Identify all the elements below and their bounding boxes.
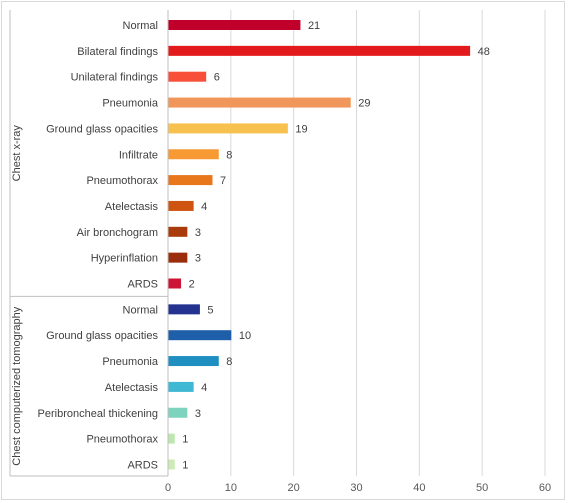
category-label: ARDS xyxy=(127,279,158,291)
group-label: Chest computerized tomography xyxy=(11,306,23,465)
category-label: Pneumonia xyxy=(102,356,159,368)
x-tick-label: 60 xyxy=(539,482,551,494)
category-label: Ground glass opacities xyxy=(46,330,158,342)
data-label: 3 xyxy=(195,253,201,265)
data-label: 8 xyxy=(226,149,232,161)
data-label: 10 xyxy=(239,330,251,342)
category-label: Hyperinflation xyxy=(91,253,158,265)
bar xyxy=(168,381,194,392)
bar xyxy=(168,356,219,367)
bar xyxy=(168,123,288,134)
bar xyxy=(168,330,232,341)
data-label: 5 xyxy=(207,304,213,316)
data-label: 29 xyxy=(358,98,370,110)
bar xyxy=(168,304,200,315)
bar xyxy=(168,200,194,211)
category-label: Peribroncheal thickening xyxy=(38,408,158,420)
bar xyxy=(168,97,351,108)
category-label: Pneumonia xyxy=(102,98,159,110)
category-label: Bilateral findings xyxy=(77,46,158,58)
bar xyxy=(168,252,188,263)
data-label: 4 xyxy=(201,201,207,213)
x-tick-label: 40 xyxy=(413,482,425,494)
bar xyxy=(168,175,213,186)
category-label: ARDS xyxy=(127,459,158,471)
bar xyxy=(168,278,182,289)
data-label: 21 xyxy=(308,20,320,32)
data-label: 1 xyxy=(182,434,188,446)
x-tick-label: 10 xyxy=(225,482,237,494)
category-label: Atelectasis xyxy=(105,382,159,394)
data-label: 6 xyxy=(214,72,220,84)
category-label: Atelectasis xyxy=(105,201,159,213)
category-label: Ground glass opacities xyxy=(46,123,158,135)
data-label: 1 xyxy=(182,459,188,471)
category-label: Normal xyxy=(123,20,158,32)
data-label: 4 xyxy=(201,382,207,394)
bar xyxy=(168,459,175,470)
group-label: Chest x-ray xyxy=(11,125,23,182)
category-label: Air bronchogram xyxy=(77,227,158,239)
data-label: 2 xyxy=(189,279,195,291)
data-label: 3 xyxy=(195,227,201,239)
data-label: 7 xyxy=(220,175,226,187)
bar xyxy=(168,407,188,418)
x-tick-label: 0 xyxy=(165,482,171,494)
category-label: Pneumothorax xyxy=(86,434,158,446)
data-label: 19 xyxy=(295,123,307,135)
x-tick-label: 50 xyxy=(476,482,488,494)
bar xyxy=(168,433,175,444)
x-tick-label: 20 xyxy=(288,482,300,494)
bar xyxy=(168,226,188,237)
data-label: 3 xyxy=(195,408,201,420)
bar xyxy=(168,149,219,160)
x-tick-label: 30 xyxy=(350,482,362,494)
bar xyxy=(168,71,207,82)
bar xyxy=(168,20,301,30)
category-label: Pneumothorax xyxy=(86,175,158,187)
bar xyxy=(168,45,471,56)
data-label: 8 xyxy=(226,356,232,368)
category-label: Normal xyxy=(123,304,158,316)
category-label: Unilateral findings xyxy=(71,72,159,84)
data-label: 48 xyxy=(478,46,490,58)
category-label: Infiltrate xyxy=(119,149,158,161)
